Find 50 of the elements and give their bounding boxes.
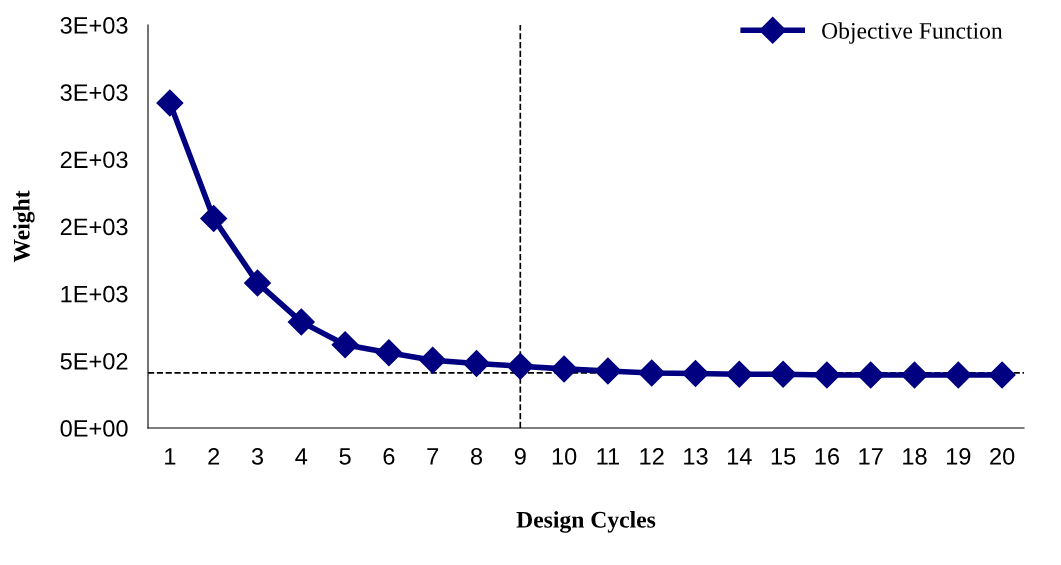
x-tick-label: 10	[552, 448, 577, 465]
x-tick-label: 12	[640, 448, 664, 465]
point	[857, 361, 885, 389]
x-axis-title: Design Cycles	[516, 511, 656, 533]
x-tick-label: 4	[295, 448, 308, 465]
point	[638, 359, 666, 387]
x-tick-label: 17	[859, 448, 883, 465]
y-tick-label: 2E+03	[60, 151, 128, 169]
x-tick-label: 7	[427, 448, 439, 465]
x-tick-label: 15	[771, 448, 796, 465]
point	[506, 352, 534, 380]
point	[769, 360, 797, 388]
point	[244, 269, 271, 297]
x-tick-label: 13	[684, 448, 708, 465]
legend-label: Objective Function	[822, 22, 1003, 44]
x-tick-label: 14	[727, 448, 752, 465]
point	[287, 308, 315, 336]
y-tick-label: 2E+03	[60, 218, 128, 236]
point	[988, 361, 1016, 389]
x-tick-label: 19	[946, 448, 971, 465]
x-tick-label: 6	[383, 448, 395, 465]
point	[331, 331, 359, 359]
point	[594, 357, 622, 385]
point	[813, 361, 841, 389]
x-tick-label: 18	[903, 448, 927, 465]
y-tick-label: 3E+03	[60, 84, 128, 101]
point	[682, 360, 709, 388]
y-tick-label: 5E+02	[60, 352, 128, 370]
x-tick-label: 3	[251, 448, 264, 465]
y-tick-label: 3E+03	[60, 17, 128, 34]
y-tick-label: 1E+03	[61, 285, 128, 303]
y-axis-title: Weight	[13, 190, 35, 263]
point	[375, 339, 403, 367]
point	[156, 89, 184, 117]
point	[725, 360, 753, 388]
x-tick-label: 8	[470, 448, 483, 465]
x-tick-label: 16	[815, 448, 839, 465]
point	[901, 361, 928, 389]
point	[463, 350, 490, 377]
point	[200, 204, 228, 232]
point	[550, 355, 578, 383]
y-tick-label: 0E+00	[60, 420, 128, 437]
point	[419, 346, 447, 374]
point	[944, 361, 972, 389]
x-tick-label: 9	[514, 448, 526, 465]
x-tick-label: 2	[208, 448, 220, 465]
x-tick-label: 1	[165, 448, 176, 465]
x-tick-label: 5	[339, 448, 351, 465]
x-tick-label: 11	[597, 448, 620, 465]
x-tick-label: 20	[990, 448, 1015, 465]
